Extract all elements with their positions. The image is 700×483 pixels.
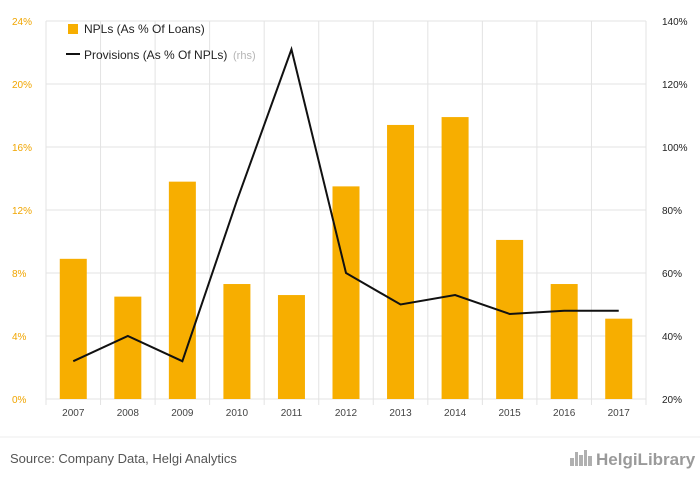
y-left-tick-label: 0% (12, 395, 27, 406)
y-right-tick-label: 40% (662, 332, 682, 343)
y-left-tick-label: 4% (12, 332, 27, 343)
legend-rhs-note: (rhs) (233, 50, 256, 62)
x-tick-label: 2017 (608, 408, 631, 419)
brand-name: HelgiLibrary (596, 450, 696, 469)
y-right-tick-label: 120% (662, 80, 688, 91)
bar-npl (277, 295, 305, 399)
bar-npl (441, 117, 469, 399)
x-tick-label: 2007 (62, 408, 85, 419)
legend-label-npl: NPLs (As % Of Loans) (84, 22, 205, 36)
bar-npl (223, 284, 251, 399)
bar-npl (332, 186, 360, 399)
x-tick-label: 2011 (281, 408, 303, 419)
y-right-tick-label: 80% (662, 206, 682, 217)
axis-ticks: 0% 4% 8% 12% 16% 20% 24% 20% 40% 60% 80% 100% 120% 14… (12, 17, 688, 419)
y-right-tick-label: 60% (662, 269, 682, 280)
legend: NPLs (As % Of Loans) Provisions (As % Of… (66, 22, 256, 62)
y-right-tick-label: 140% (662, 17, 688, 28)
x-tick-label: 2010 (226, 408, 249, 419)
y-left-tick-label: 16% (12, 143, 32, 154)
y-left-tick-label: 8% (12, 269, 27, 280)
bar-npl (605, 318, 633, 399)
x-tick-label: 2012 (335, 408, 358, 419)
x-tick-label: 2013 (389, 408, 412, 419)
y-right-tick-label: 100% (662, 143, 688, 154)
helgi-skyline-icon (570, 450, 592, 466)
bars (59, 117, 633, 399)
bar-npl (114, 296, 142, 399)
x-tick-label: 2014 (444, 408, 467, 419)
x-tick-label: 2015 (499, 408, 522, 419)
bar-npl (550, 284, 578, 399)
y-right-tick-label: 20% (662, 395, 682, 406)
grid-lines (45, 20, 647, 405)
bar-npl (59, 258, 87, 399)
y-left-tick-label: 20% (12, 80, 32, 91)
bar-npl (496, 239, 524, 399)
legend-label-provisions: Provisions (As % Of NPLs) (84, 48, 227, 62)
bar-npl (168, 181, 196, 399)
x-tick-label: 2009 (171, 408, 194, 419)
provisions-line-layer (72, 45, 619, 363)
y-left-tick-label: 24% (12, 17, 32, 28)
y-left-tick-label: 12% (12, 206, 32, 217)
x-tick-label: 2008 (117, 408, 140, 419)
x-tick-label: 2016 (553, 408, 576, 419)
legend-swatch-npl (68, 24, 78, 34)
source-text: Source: Company Data, Helgi Analytics (10, 451, 237, 466)
bar-npl (387, 124, 415, 399)
